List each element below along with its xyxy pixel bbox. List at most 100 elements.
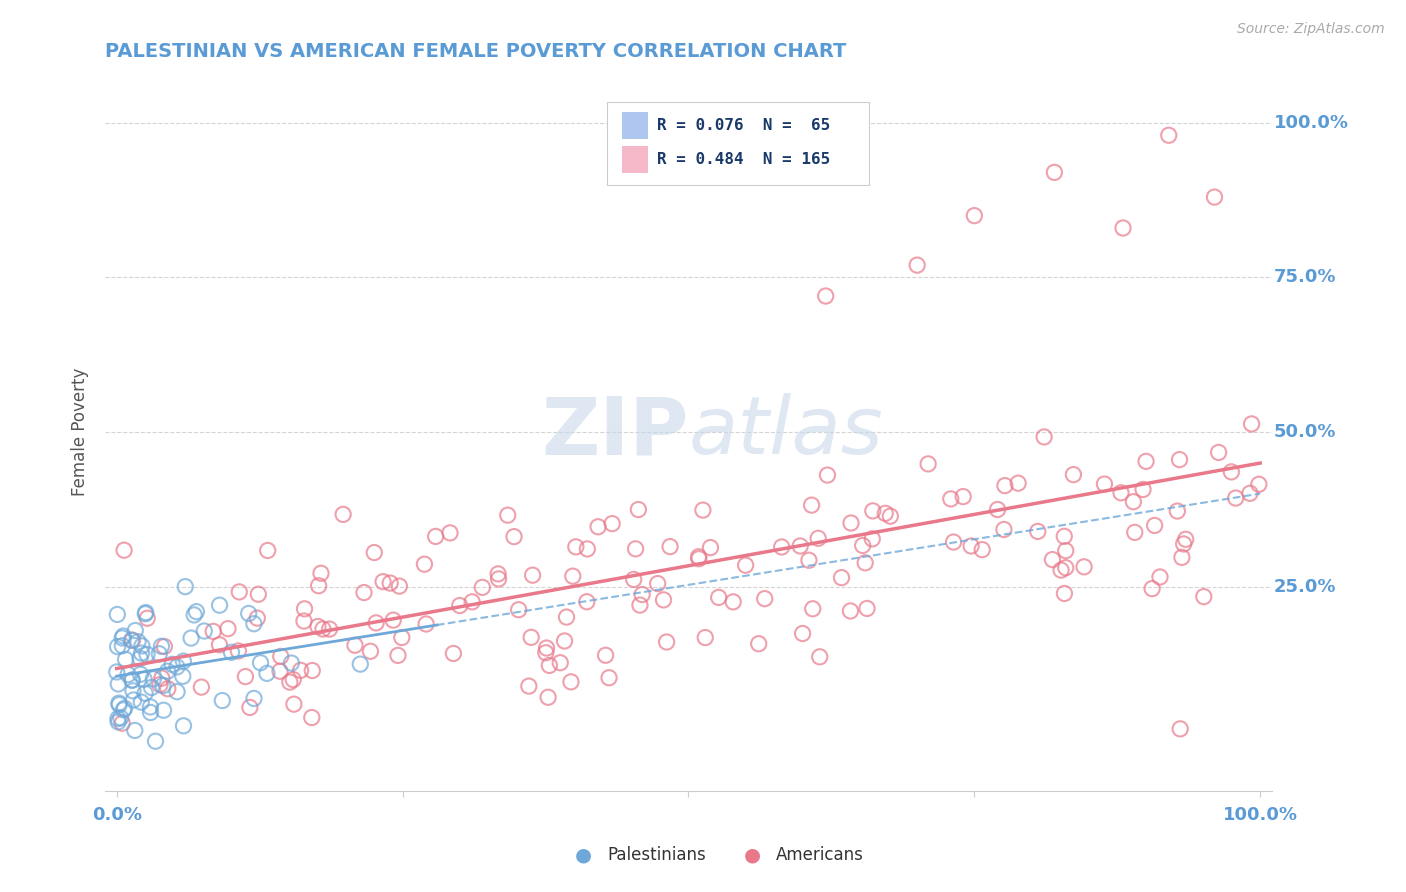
Americans bbox=[1247, 477, 1270, 491]
Palestinians bbox=[124, 723, 146, 738]
Y-axis label: Female Poverty: Female Poverty bbox=[72, 368, 89, 496]
Palestinians bbox=[211, 693, 233, 707]
Palestinians bbox=[135, 606, 157, 620]
Palestinians bbox=[121, 633, 143, 648]
Americans bbox=[807, 531, 830, 545]
Americans bbox=[994, 478, 1017, 492]
Americans bbox=[283, 673, 305, 687]
Americans bbox=[441, 647, 464, 661]
Palestinians bbox=[112, 703, 135, 717]
Americans bbox=[538, 658, 561, 673]
Americans bbox=[839, 604, 862, 618]
Americans bbox=[1208, 445, 1230, 459]
Americans bbox=[247, 587, 270, 601]
Americans bbox=[278, 675, 301, 690]
Palestinians bbox=[129, 667, 152, 681]
Americans bbox=[554, 634, 576, 648]
Americans bbox=[792, 626, 814, 640]
Americans bbox=[290, 664, 312, 678]
Palestinians bbox=[221, 645, 243, 659]
Text: atlas: atlas bbox=[689, 393, 883, 471]
Americans bbox=[496, 508, 519, 523]
Americans bbox=[1132, 483, 1154, 497]
Americans bbox=[655, 635, 678, 649]
Text: 0.0%: 0.0% bbox=[91, 806, 142, 824]
Americans bbox=[879, 509, 901, 524]
Palestinians bbox=[238, 607, 260, 621]
FancyBboxPatch shape bbox=[607, 102, 869, 185]
Americans bbox=[156, 681, 179, 696]
Americans bbox=[789, 539, 811, 553]
Americans bbox=[388, 579, 411, 593]
Americans bbox=[449, 599, 471, 613]
Americans bbox=[1073, 559, 1095, 574]
Americans bbox=[1123, 525, 1146, 540]
Americans bbox=[380, 576, 402, 591]
Americans bbox=[560, 674, 582, 689]
Americans bbox=[312, 622, 335, 636]
Palestinians bbox=[108, 698, 131, 712]
Americans bbox=[371, 574, 394, 589]
Text: 25.0%: 25.0% bbox=[1274, 578, 1337, 596]
Americans bbox=[1220, 465, 1243, 479]
Text: 100.0%: 100.0% bbox=[1274, 114, 1348, 132]
Americans bbox=[208, 638, 231, 652]
Americans bbox=[217, 622, 239, 636]
Americans bbox=[294, 602, 316, 616]
Americans bbox=[987, 502, 1010, 516]
Americans bbox=[797, 553, 820, 567]
Palestinians bbox=[129, 651, 152, 665]
Americans bbox=[461, 595, 484, 609]
Palestinians bbox=[112, 629, 135, 643]
FancyBboxPatch shape bbox=[621, 112, 648, 139]
Americans bbox=[239, 700, 262, 714]
Americans bbox=[308, 579, 330, 593]
Palestinians bbox=[180, 631, 202, 645]
Americans bbox=[770, 540, 793, 554]
Palestinians bbox=[114, 701, 136, 715]
Palestinians bbox=[156, 664, 179, 678]
Americans bbox=[359, 644, 381, 658]
Americans bbox=[1043, 165, 1066, 179]
Americans bbox=[228, 585, 250, 599]
Palestinians bbox=[127, 634, 149, 648]
Palestinians bbox=[105, 607, 128, 622]
Palestinians bbox=[134, 607, 156, 621]
Americans bbox=[939, 491, 962, 506]
Americans bbox=[270, 649, 292, 664]
Americans bbox=[600, 516, 623, 531]
Americans bbox=[875, 506, 897, 520]
Americans bbox=[537, 690, 560, 705]
Text: Palestinians: Palestinians bbox=[607, 846, 706, 863]
Palestinians bbox=[173, 719, 195, 733]
Americans bbox=[647, 576, 669, 591]
Americans bbox=[425, 529, 447, 543]
Americans bbox=[852, 539, 875, 553]
Americans bbox=[628, 598, 651, 612]
Palestinians bbox=[131, 639, 153, 653]
Palestinians bbox=[139, 706, 162, 720]
Palestinians bbox=[110, 711, 132, 725]
Americans bbox=[1225, 491, 1247, 505]
Palestinians bbox=[249, 656, 271, 670]
Americans bbox=[860, 532, 883, 546]
Text: ZIP: ZIP bbox=[541, 393, 689, 471]
Americans bbox=[536, 641, 558, 656]
Americans bbox=[332, 508, 354, 522]
Americans bbox=[627, 502, 650, 516]
Americans bbox=[1239, 486, 1261, 500]
Americans bbox=[508, 603, 530, 617]
Americans bbox=[228, 644, 250, 658]
Americans bbox=[754, 591, 776, 606]
Americans bbox=[503, 530, 526, 544]
Americans bbox=[598, 671, 620, 685]
Americans bbox=[659, 540, 682, 554]
Americans bbox=[1094, 477, 1116, 491]
Palestinians bbox=[114, 652, 136, 666]
Palestinians bbox=[134, 686, 156, 700]
Americans bbox=[471, 580, 494, 594]
Americans bbox=[534, 646, 557, 660]
Americans bbox=[391, 631, 413, 645]
Palestinians bbox=[107, 712, 129, 726]
Palestinians bbox=[122, 683, 145, 698]
